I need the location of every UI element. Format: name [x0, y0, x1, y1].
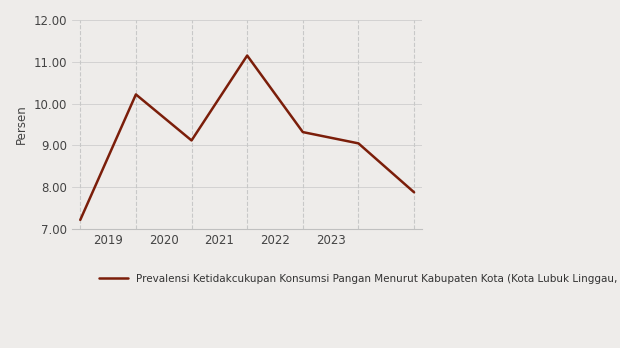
Line: Prevalensi Ketidakcukupan Konsumsi Pangan Menurut Kabupaten Kota (Kota Lubuk Linggau, Sumatera Selatan, I: Prevalensi Ketidakcukupan Konsumsi Panga…	[80, 56, 414, 220]
Y-axis label: Persen: Persen	[15, 105, 28, 144]
Prevalensi Ketidakcukupan Konsumsi Pangan Menurut Kabupaten Kota (Kota Lubuk Linggau, Sumatera Selatan, I	[188, 139, 195, 143]
Prevalensi Ketidakcukupan Konsumsi Pangan Menurut Kabupaten Kota (Kota Lubuk Linggau, Sumatera Selatan, I	[76, 218, 84, 222]
Prevalensi Ketidakcukupan Konsumsi Pangan Menurut Kabupaten Kota (Kota Lubuk Linggau, Sumatera Selatan, I	[410, 190, 418, 195]
Prevalensi Ketidakcukupan Konsumsi Pangan Menurut Kabupaten Kota (Kota Lubuk Linggau, Sumatera Selatan, I	[299, 130, 306, 134]
Prevalensi Ketidakcukupan Konsumsi Pangan Menurut Kabupaten Kota (Kota Lubuk Linggau, Sumatera Selatan, I	[244, 54, 251, 58]
Prevalensi Ketidakcukupan Konsumsi Pangan Menurut Kabupaten Kota (Kota Lubuk Linggau, Sumatera Selatan, I	[132, 92, 140, 96]
Legend: Prevalensi Ketidakcukupan Konsumsi Pangan Menurut Kabupaten Kota (Kota Lubuk Lin: Prevalensi Ketidakcukupan Konsumsi Panga…	[95, 270, 620, 288]
Prevalensi Ketidakcukupan Konsumsi Pangan Menurut Kabupaten Kota (Kota Lubuk Linggau, Sumatera Selatan, I	[355, 141, 362, 145]
